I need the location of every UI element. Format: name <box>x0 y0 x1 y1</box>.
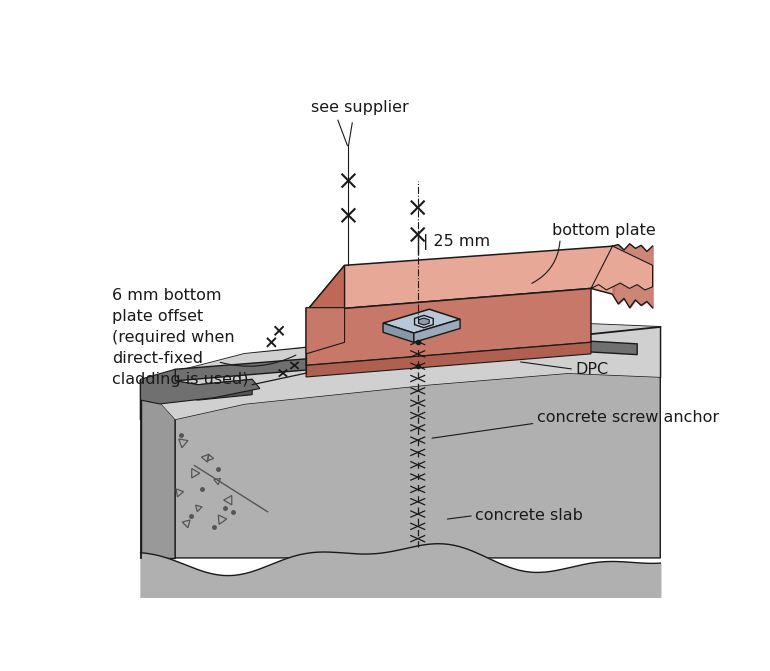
Polygon shape <box>414 315 434 327</box>
Text: DPC: DPC <box>576 362 609 377</box>
Text: concrete slab: concrete slab <box>476 508 584 523</box>
Polygon shape <box>383 309 460 333</box>
Polygon shape <box>140 381 176 558</box>
Polygon shape <box>306 246 614 311</box>
Polygon shape <box>306 289 591 366</box>
Text: 6 mm bottom
plate offset
(required when
direct-fixed
cladding is used): 6 mm bottom plate offset (required when … <box>112 289 249 387</box>
Polygon shape <box>176 373 660 558</box>
Text: see supplier: see supplier <box>311 100 409 115</box>
Polygon shape <box>419 318 429 325</box>
Text: bottom plate: bottom plate <box>553 223 656 238</box>
Polygon shape <box>176 341 637 381</box>
Text: concrete screw anchor: concrete screw anchor <box>537 410 719 425</box>
Polygon shape <box>140 323 660 419</box>
Polygon shape <box>414 319 460 342</box>
Polygon shape <box>591 246 652 290</box>
Polygon shape <box>306 342 591 377</box>
Text: | 25 mm: | 25 mm <box>424 234 490 250</box>
Polygon shape <box>306 308 345 354</box>
Polygon shape <box>140 369 260 404</box>
Polygon shape <box>140 323 660 419</box>
Polygon shape <box>306 265 345 311</box>
Polygon shape <box>176 379 253 400</box>
Polygon shape <box>383 323 414 342</box>
